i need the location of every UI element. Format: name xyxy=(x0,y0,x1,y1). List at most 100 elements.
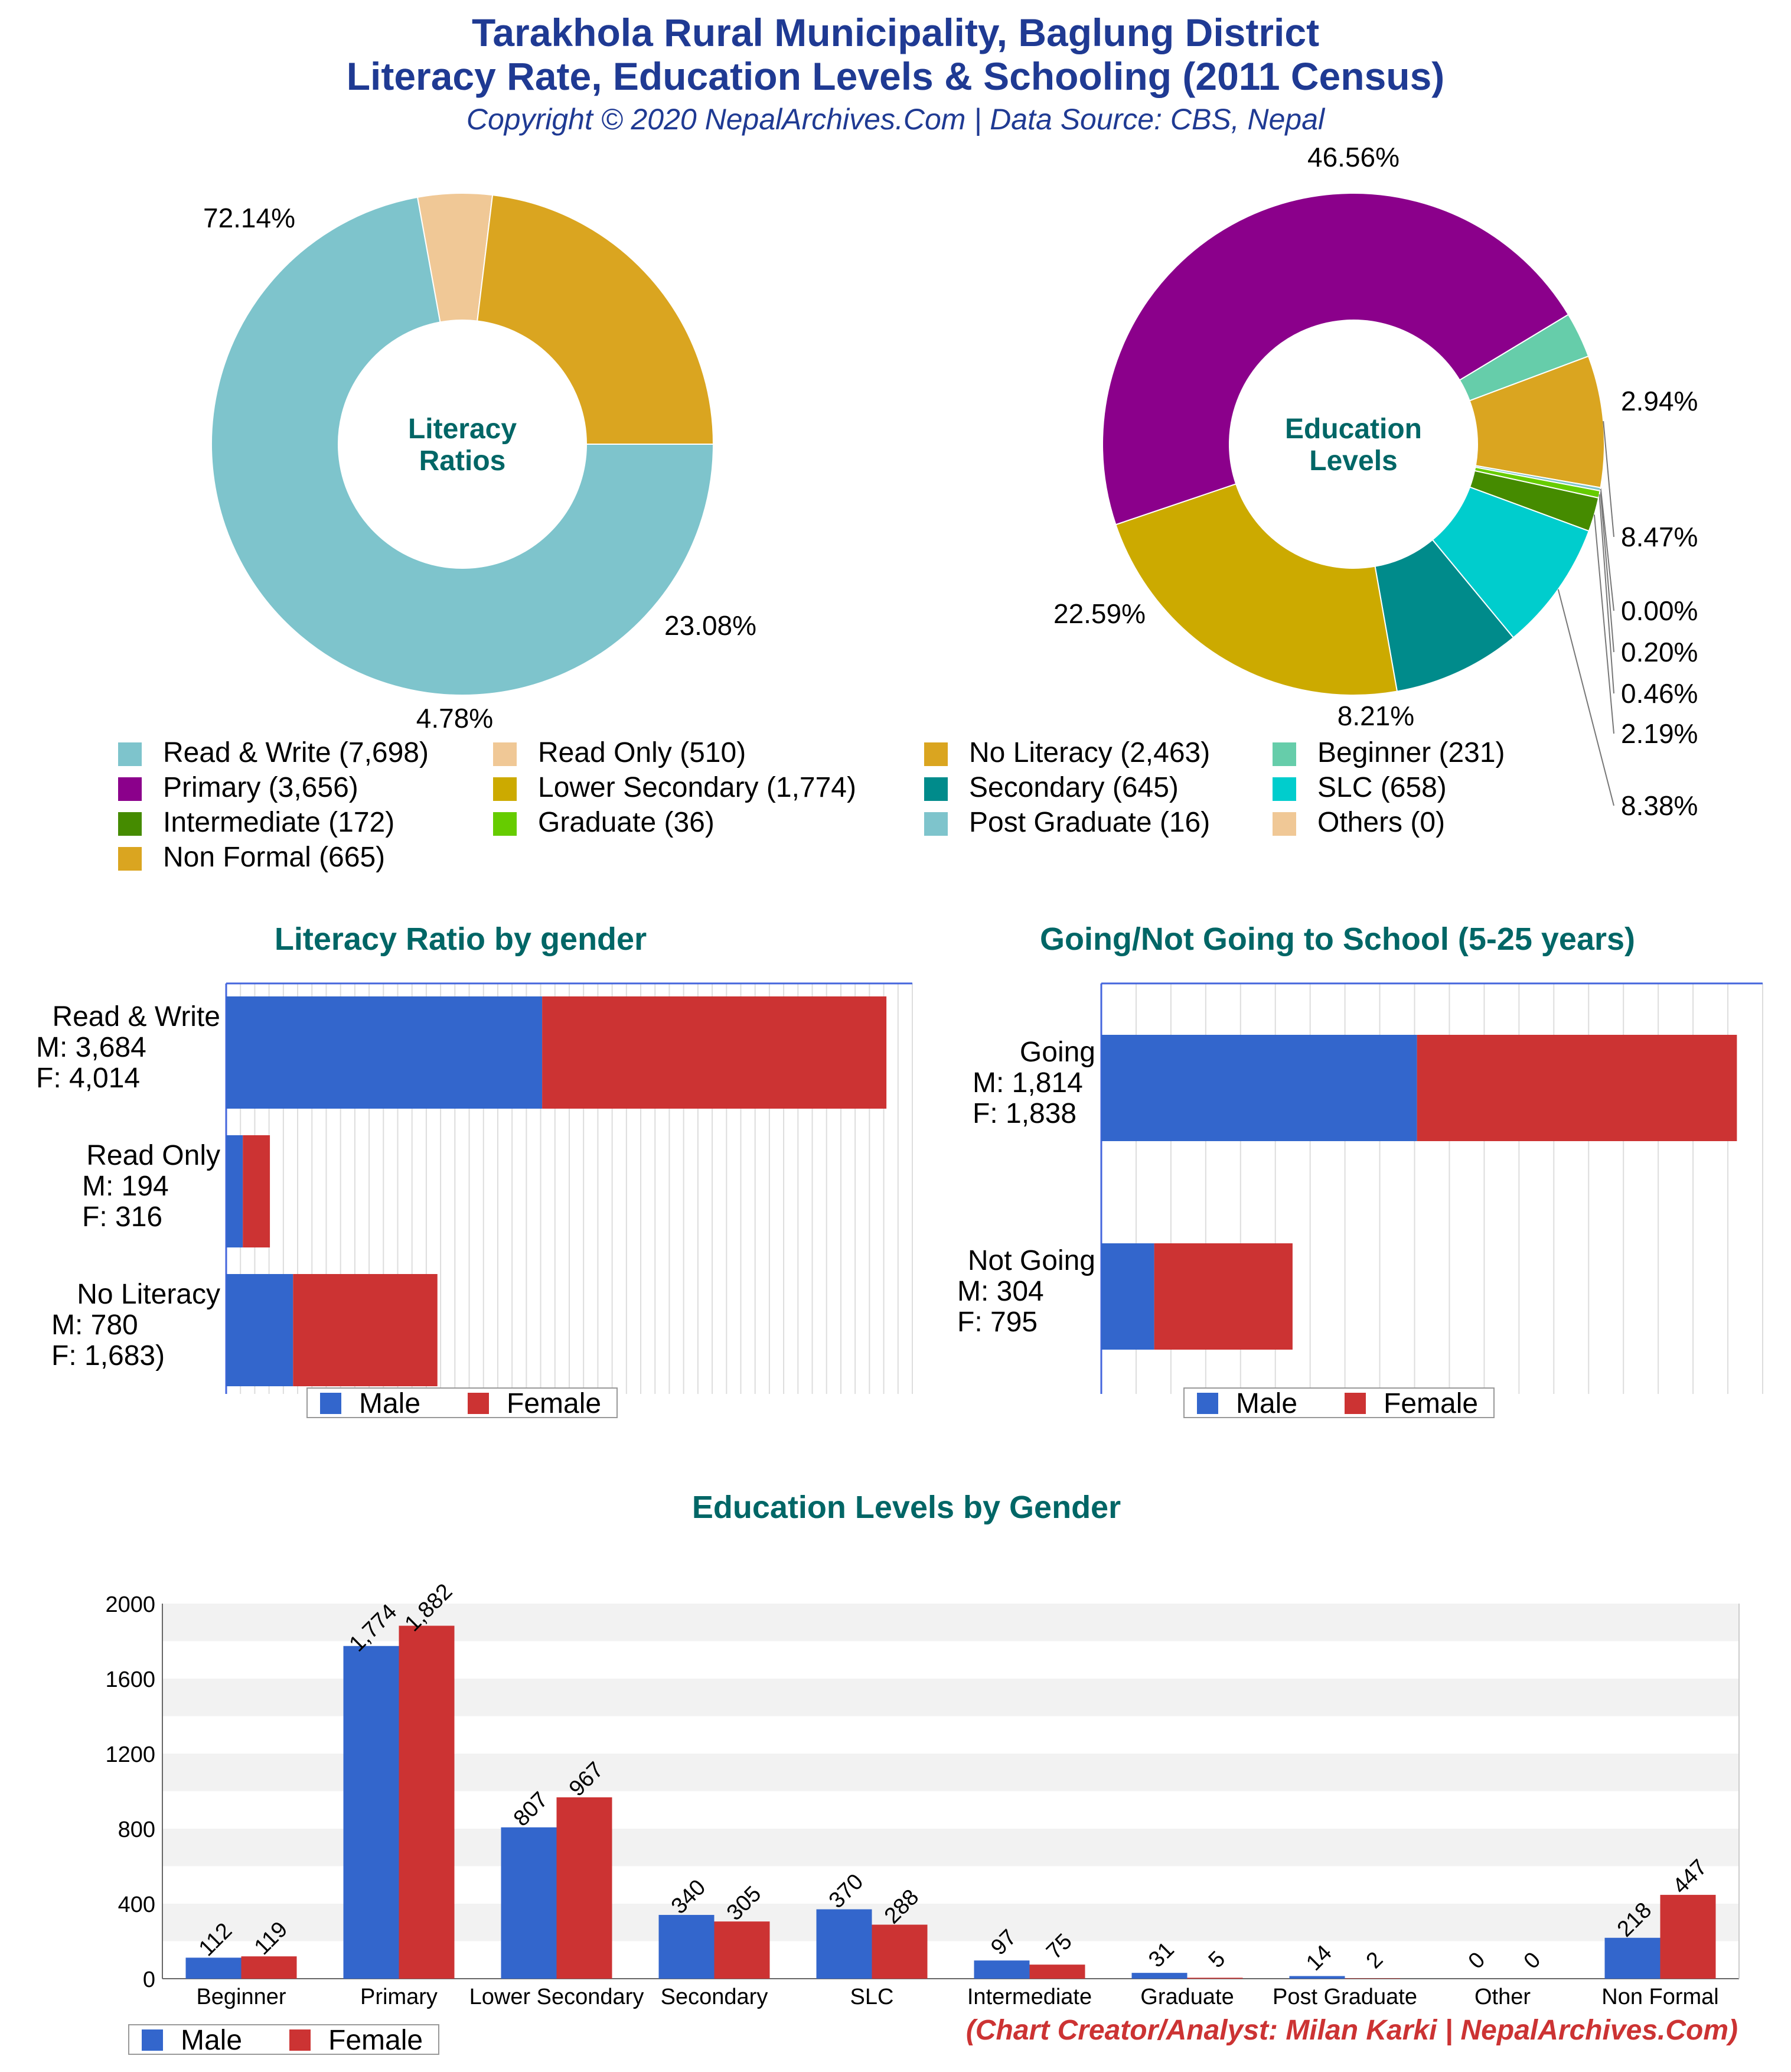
school-going-chart-legend-swatch-male xyxy=(1197,1393,1218,1414)
education-gender-chart-y-tick-label: 800 xyxy=(118,1817,155,1842)
education-donut-pct-label-others: 0.00% xyxy=(1621,595,1698,626)
education-gender-chart-bar-male-primary xyxy=(343,1646,399,1979)
school-going-chart-legend: Male Female xyxy=(1183,1387,1495,1419)
legend-label-read-write-7-698: Read & Write (7,698) xyxy=(163,737,429,768)
legend-swatch-intermediate-172 xyxy=(118,812,142,836)
literacy-gender-chart-bar-male-read-only xyxy=(226,1135,243,1247)
legend-label-slc-658: SLC (658) xyxy=(1317,772,1447,803)
school-going-chart-category-label-not-going: Not Going xyxy=(968,1245,1095,1276)
education-gender-chart-bar-female-graduate xyxy=(1187,1977,1243,1979)
education-gender-chart-bar-female-beginner xyxy=(241,1956,297,1979)
education-gender-chart-bar-female-slc xyxy=(872,1924,928,1979)
literacy-gender-chart-legend-box xyxy=(306,1387,618,1418)
literacy-donut-slice-read-write xyxy=(211,196,715,696)
education-gender-chart-x-tick-label: Primary xyxy=(360,1985,438,2009)
education-gender-chart-bar-male-beginner xyxy=(185,1957,242,1979)
education-donut-leader-non-formal xyxy=(1603,421,1614,537)
literacy-donut-pct-label-no-literacy: 23.08% xyxy=(664,610,756,641)
education-donut-pct-label-beginner: 2.94% xyxy=(1621,386,1698,416)
literacy-gender-chart-legend-swatch-female xyxy=(468,1393,489,1414)
literacy-gender-chart-legend-swatch-male xyxy=(320,1393,341,1414)
legend-swatch-lower-secondary-1-774 xyxy=(493,777,517,801)
education-gender-chart-x-tick-label: Beginner xyxy=(196,1985,286,2009)
education-gender-chart-x-tick-label: Post Graduate xyxy=(1273,1985,1417,2009)
education-donut-pct-label-graduate: 0.46% xyxy=(1621,678,1698,709)
school-going-chart-category-label-going: Going xyxy=(1020,1037,1095,1068)
chart-title-line2: Literacy Rate, Education Levels & School… xyxy=(346,54,1445,98)
literacy-gender-chart-bar-female-read-only xyxy=(243,1135,270,1247)
literacy-gender-chart-category-label-read-write: F: 4,014 xyxy=(36,1063,140,1094)
legend-label-no-literacy-2-463: No Literacy (2,463) xyxy=(969,737,1210,768)
literacy-gender-chart-category-label-read-only: M: 194 xyxy=(82,1171,169,1202)
legend-label-beginner-231: Beginner (231) xyxy=(1317,737,1505,768)
education-donut-pct-label-secondary: 8.21% xyxy=(1337,701,1414,731)
education-gender-chart-bar-female-secondary xyxy=(714,1921,770,1979)
legend-label-lower-secondary-1-774: Lower Secondary (1,774) xyxy=(538,772,856,803)
literacy-gender-chart-category-label-read-only: F: 316 xyxy=(82,1201,162,1233)
education-gender-chart-legend-box xyxy=(128,2024,439,2055)
literacy-donut-pct-label-read-only: 4.78% xyxy=(416,703,493,734)
literacy-gender-chart-title: Literacy Ratio by gender xyxy=(275,921,647,957)
education-gender-chart-bar-female-non-formal xyxy=(1660,1895,1716,1979)
education-donut-pct-label-non-formal: 8.47% xyxy=(1621,522,1698,552)
legend-swatch-read-only-510 xyxy=(493,742,517,766)
literacy-donut-center-label: Ratios xyxy=(419,445,506,477)
literacy-gender-chart-category-label-read-write: M: 3,684 xyxy=(36,1032,146,1063)
education-donut-pct-label-primary: 46.56% xyxy=(1307,142,1399,172)
education-gender-chart-title: Education Levels by Gender xyxy=(692,1490,1121,1525)
school-going-chart-bar-female-going xyxy=(1417,1035,1737,1141)
school-going-chart-legend-label-male: Male xyxy=(1236,1388,1297,1419)
education-gender-chart-legend-swatch-female xyxy=(289,2029,311,2051)
education-gender-chart-bar-female-primary xyxy=(399,1625,455,1979)
school-going-chart-title: Going/Not Going to School (5-25 years) xyxy=(1040,921,1635,957)
legend-swatch-slc-658 xyxy=(1273,777,1296,801)
literacy-gender-chart-bar-female-no-literacy xyxy=(293,1274,438,1386)
school-going-chart-bar-male-going xyxy=(1101,1035,1417,1141)
literacy-gender-chart-bar-female-read-write xyxy=(542,996,887,1109)
school-going-chart-legend-label-female: Female xyxy=(1384,1388,1478,1419)
education-donut-leader-graduate xyxy=(1598,494,1614,694)
education-donut-pct-label-lower-secondary: 22.59% xyxy=(1053,598,1146,629)
education-donut-slice-lower-secondary xyxy=(1115,483,1398,696)
literacy-gender-chart-category-label-read-only: Read Only xyxy=(86,1140,220,1171)
legend-swatch-graduate-36 xyxy=(493,812,517,836)
school-going-chart-legend-swatch-female xyxy=(1345,1393,1366,1414)
legend-label-intermediate-172: Intermediate (172) xyxy=(163,807,394,838)
literacy-gender-chart-legend: Male Female xyxy=(306,1387,618,1419)
education-donut-slice-primary xyxy=(1102,193,1570,526)
education-donut-leader-slc xyxy=(1557,589,1614,806)
education-donut-center-label: Education xyxy=(1285,413,1422,445)
literacy-gender-chart-legend-label-female: Female xyxy=(507,1388,601,1419)
education-donut-pct-label-intermediate: 2.19% xyxy=(1621,718,1698,749)
education-gender-chart-y-tick-label: 0 xyxy=(143,1967,155,1992)
education-gender-chart-legend-label-female: Female xyxy=(328,2025,423,2056)
legend-swatch-no-literacy-2-463 xyxy=(924,742,948,766)
chart-subtitle: Copyright © 2020 NepalArchives.Com | Dat… xyxy=(466,103,1325,136)
education-gender-chart-bar-male-graduate xyxy=(1131,1973,1188,1979)
school-going-chart-category-label-not-going: M: 304 xyxy=(957,1276,1044,1307)
school-going-chart-category-label-going: F: 1,838 xyxy=(973,1098,1076,1129)
education-gender-chart-bar-male-post-graduate xyxy=(1289,1976,1345,1979)
school-going-chart-bar-female-not-going xyxy=(1154,1243,1293,1350)
literacy-gender-chart-bar-male-no-literacy xyxy=(226,1274,293,1386)
legend-label-primary-3-656: Primary (3,656) xyxy=(163,772,358,803)
literacy-gender-chart-bar-male-read-write xyxy=(226,996,543,1109)
literacy-gender-chart-category-label-no-literacy: No Literacy xyxy=(77,1279,220,1310)
education-gender-chart-legend-label-male: Male xyxy=(181,2025,242,2056)
legend-swatch-read-write-7-698 xyxy=(118,742,142,766)
education-gender-chart-x-tick-label: Other xyxy=(1474,1985,1531,2009)
legend-label-non-formal-665: Non Formal (665) xyxy=(163,842,385,873)
literacy-donut-pct-label-read-write: 72.14% xyxy=(203,203,295,233)
legend-label-others-0: Others (0) xyxy=(1317,807,1445,838)
education-gender-chart-y-tick-label: 1600 xyxy=(105,1667,155,1692)
legend-swatch-beginner-231 xyxy=(1273,742,1296,766)
education-gender-chart-bar-male-secondary xyxy=(658,1915,715,1979)
legend-swatch-non-formal-665 xyxy=(118,847,142,871)
education-gender-chart-x-tick-label: Secondary xyxy=(661,1985,768,2009)
school-going-chart-legend-box xyxy=(1183,1387,1495,1418)
education-donut-leader-intermediate xyxy=(1593,514,1614,734)
education-gender-chart-bar-male-intermediate xyxy=(974,1960,1030,1979)
creator-credit: (Chart Creator/Analyst: Milan Karki | Ne… xyxy=(965,2015,1738,2046)
education-gender-chart-y-tick-label: 1200 xyxy=(105,1742,155,1767)
